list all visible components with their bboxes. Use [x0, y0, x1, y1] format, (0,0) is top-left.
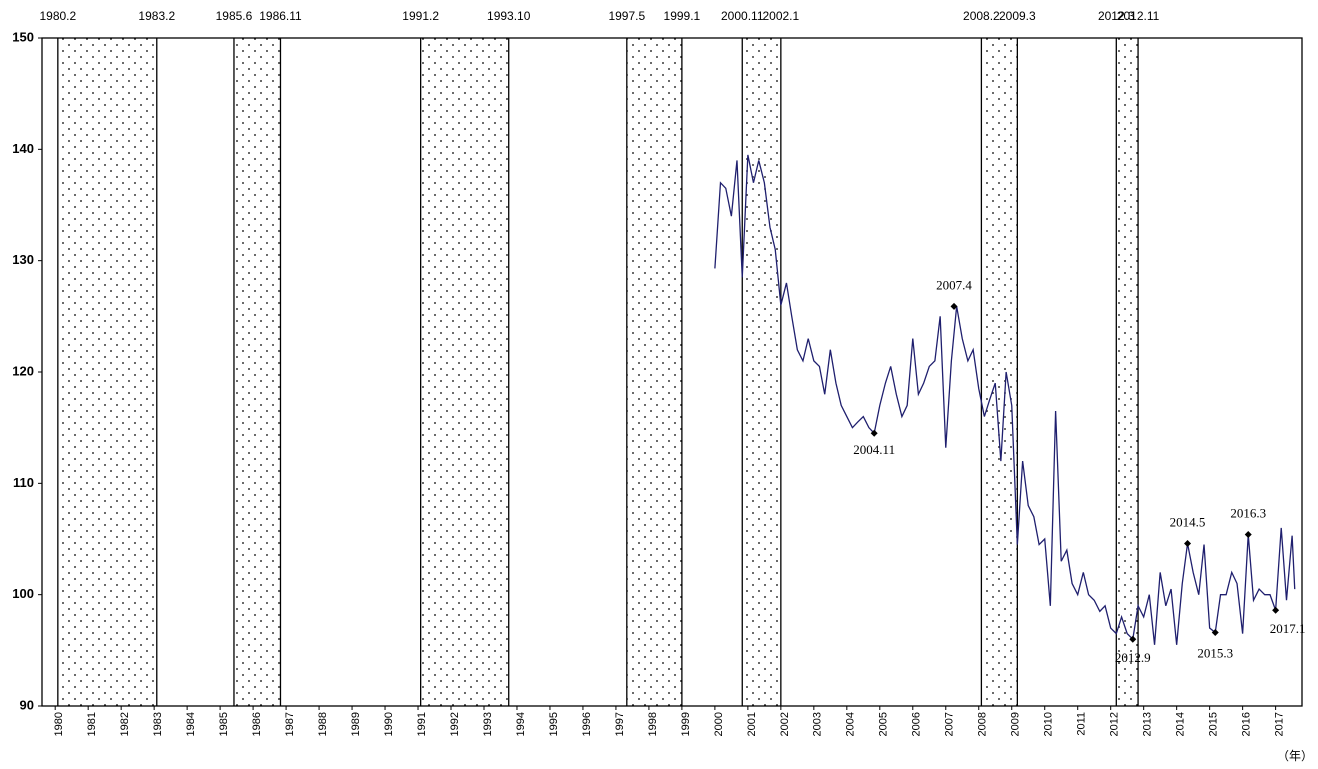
annotation-marker — [1244, 531, 1252, 539]
x-tick-label: 2017 — [1274, 712, 1286, 736]
x-tick-label: 1986 — [251, 712, 263, 736]
x-tick-label: 1989 — [350, 712, 362, 736]
y-tick-label: 110 — [13, 475, 34, 490]
x-tick-label: 1992 — [449, 712, 461, 736]
y-tick-label: 130 — [12, 252, 34, 267]
x-tick-label: 2005 — [878, 712, 890, 736]
band-label: 1993.10 — [487, 9, 531, 23]
x-tick-label: 2003 — [812, 712, 824, 736]
x-tick-label: 1993 — [482, 712, 494, 736]
band-label: 2009.3 — [999, 9, 1036, 23]
annotation-label: 2015.3 — [1197, 646, 1233, 661]
y-tick-label: 100 — [12, 586, 34, 601]
band-label: 1983.2 — [138, 9, 175, 23]
annotation-marker — [870, 429, 878, 437]
y-tick-label: 120 — [12, 363, 34, 378]
recession-band — [742, 38, 781, 706]
x-tick-label: 2006 — [911, 712, 923, 736]
recession-band — [420, 38, 509, 706]
x-tick-label: 1995 — [548, 712, 560, 736]
x-tick-label: 2001 — [746, 712, 758, 736]
x-tick-label: 2004 — [845, 712, 857, 736]
annotation-marker — [1211, 629, 1219, 637]
x-tick-label: 1981 — [86, 712, 98, 736]
x-unit: （年） — [1277, 749, 1313, 763]
x-tick-label: 2008 — [977, 712, 989, 736]
x-tick-label: 2013 — [1142, 712, 1154, 736]
recession-band — [1116, 38, 1139, 706]
annotation-marker — [950, 302, 958, 310]
y-tick-label: 90 — [20, 697, 34, 712]
x-tick-label: 2014 — [1175, 712, 1187, 736]
band-label: 2008.2 — [963, 9, 1000, 23]
x-tick-label: 1984 — [185, 712, 197, 736]
annotation-label: 2014.5 — [1170, 514, 1206, 529]
band-label: 2002.1 — [762, 9, 799, 23]
annotation-marker — [1272, 606, 1280, 614]
x-tick-label: 2002 — [779, 712, 791, 736]
x-tick-label: 1983 — [152, 712, 164, 736]
band-label: 1986.11 — [259, 9, 302, 23]
x-tick-label: 1990 — [383, 712, 395, 736]
recession-band — [233, 38, 281, 706]
annotation-label: 2004.11 — [853, 442, 895, 457]
x-tick-label: 2016 — [1241, 712, 1253, 736]
x-tick-label: 2012 — [1109, 712, 1121, 736]
band-label: 2012.11 — [1117, 9, 1160, 23]
x-tick-label: 2010 — [1043, 712, 1055, 736]
band-label: 1997.5 — [608, 9, 645, 23]
x-tick-label: 1988 — [317, 712, 329, 736]
recession-band — [981, 38, 1018, 706]
x-tick-label: 1980 — [53, 712, 65, 736]
band-label: 1999.1 — [664, 9, 701, 23]
data-line — [714, 154, 1296, 645]
x-tick-label: 2015 — [1208, 712, 1220, 736]
band-label: 1991.2 — [402, 9, 439, 23]
annotation-marker — [1129, 635, 1137, 643]
x-tick-label: 2007 — [944, 712, 956, 736]
x-tick-label: 1994 — [515, 712, 527, 736]
x-tick-label: 1998 — [647, 712, 659, 736]
band-label: 1985.6 — [216, 9, 253, 23]
y-tick-label: 150 — [12, 29, 34, 44]
recession-band — [626, 38, 682, 706]
x-tick-label: 2009 — [1010, 712, 1022, 736]
x-tick-label: 1997 — [614, 712, 626, 736]
x-tick-label: 2000 — [713, 712, 725, 736]
x-tick-label: 2011 — [1076, 712, 1088, 736]
band-label: 2012.3 — [1098, 9, 1135, 23]
x-tick-label: 1985 — [218, 712, 230, 736]
x-tick-label: 1999 — [680, 712, 692, 736]
x-tick-label: 1996 — [581, 712, 593, 736]
annotation-marker — [1184, 539, 1192, 547]
y-tick-label: 140 — [12, 141, 34, 156]
band-label: 1980.2 — [39, 9, 76, 23]
annotation-label: 2017.1 — [1270, 621, 1306, 636]
band-label: 2000.11 — [721, 9, 764, 23]
annotation-label: 2007.4 — [936, 277, 972, 292]
annotation-label: 2012.9 — [1115, 650, 1151, 665]
x-tick-label: 1991 — [416, 712, 428, 736]
annotation-label: 2016.3 — [1230, 506, 1266, 521]
recession-band — [57, 38, 157, 706]
x-tick-label: 1987 — [284, 712, 296, 736]
x-tick-label: 1982 — [119, 712, 131, 736]
